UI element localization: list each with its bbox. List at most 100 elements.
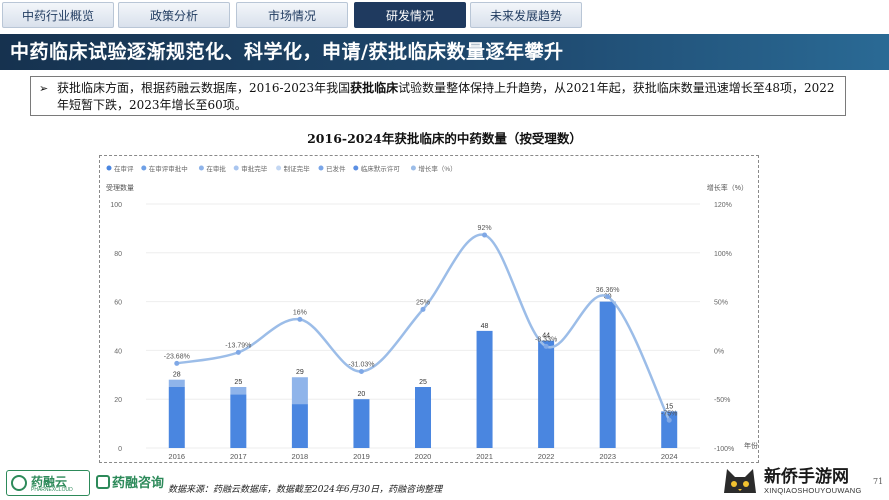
y-tick-label: 80 xyxy=(114,251,122,258)
y-tick-label: 100 xyxy=(110,202,122,209)
chart-svg: 在审评 在审评审批中 在审批 审批完毕 制证完毕 已发件 临床默示许可 增长率（%）受理数量增… xyxy=(106,164,758,461)
growth-point xyxy=(297,316,303,322)
legend-marker xyxy=(198,165,204,171)
pharnexcloud-logo: 药融云 PHARNEXCLOUD xyxy=(6,470,90,496)
growth-line xyxy=(176,233,671,421)
y-tick-label: 60 xyxy=(114,300,122,307)
bar-value-label: 28 xyxy=(173,372,181,379)
bar-segment xyxy=(661,411,678,448)
note-text-after: 试验数量整体保持上升趋势，从2021年起，获批临床数量迅速增长至48项，2022… xyxy=(57,81,835,112)
logo-circle-icon xyxy=(11,475,27,491)
summary-note: ➢ 获批临床方面，根据药融云数据库，2016-2023年我国获批临床试验数量整体… xyxy=(30,76,846,116)
tab-market-situation[interactable]: 市场情况 xyxy=(236,2,348,28)
legend-label: 在审评审批中 xyxy=(149,164,188,173)
page-title-bar: 中药临床试验逐渐规范化、科学化，申请/获批临床数量逐年攀升 xyxy=(0,34,889,70)
x-tick-label: 2021 xyxy=(476,452,493,461)
x-tick-label: 2019 xyxy=(353,452,370,461)
page-title: 中药临床试验逐渐规范化、科学化，申请/获批临床数量逐年攀升 xyxy=(10,41,564,63)
tab-future-trends[interactable]: 未来发展趋势 xyxy=(470,2,582,28)
y2-tick-label: 50% xyxy=(714,300,728,307)
note-text-before: 获批临床方面，根据药融云数据库，2016-2023年我国 xyxy=(57,81,351,95)
bar-segment xyxy=(538,340,555,448)
legend-label: 制证完毕 xyxy=(284,164,311,173)
logo-square-icon xyxy=(96,475,110,489)
site-badge: 新侨手游网 XINQIAOSHOUYOUWANG xyxy=(714,461,884,499)
legend-label: 在审评 xyxy=(114,164,134,173)
cat-face-icon xyxy=(724,469,756,493)
legend-label: 审批完毕 xyxy=(241,164,268,173)
growth-label: -13.79% xyxy=(225,342,251,349)
x-tick-label: 2022 xyxy=(538,452,555,461)
badge-name: 新侨手游网 xyxy=(764,467,849,487)
chart-container: 在审评 在审评审批中 在审批 审批完毕 制证完毕 已发件 临床默示许可 增长率（%） 受理数量增… xyxy=(99,155,759,463)
growth-label: -31.03% xyxy=(348,362,374,369)
bar-segment xyxy=(168,387,185,448)
bar-value-label: 25 xyxy=(234,379,242,386)
bar-value-label: 48 xyxy=(481,323,489,330)
growth-point xyxy=(235,349,241,355)
legend-marker xyxy=(276,165,282,171)
bar-segment xyxy=(168,379,185,387)
tab-rd-situation[interactable]: 研发情况 xyxy=(354,2,466,28)
growth-label: 92% xyxy=(478,225,492,232)
legend-label: 临床默示许可 xyxy=(361,164,401,173)
data-source: 数据来源：药融云数据库，数据截至2024年6月30日，药融咨询整理 xyxy=(168,485,443,495)
y-tick-label: 0 xyxy=(118,446,122,453)
bar-segment xyxy=(415,387,431,448)
tab-industry-overview[interactable]: 中药行业概览 xyxy=(2,2,114,28)
section-tabs: 中药行业概览 政策分析 市场情况 研发情况 未来发展趋势 xyxy=(0,0,889,30)
badge-url: XINQIAOSHOUYOUWANG xyxy=(764,486,862,495)
legend-marker xyxy=(410,165,416,171)
growth-label: 36.36% xyxy=(596,287,620,294)
bar-segment xyxy=(230,387,247,395)
growth-point xyxy=(482,232,488,238)
growth-point xyxy=(666,417,672,423)
tab-policy-analysis[interactable]: 政策分析 xyxy=(118,2,230,28)
growth-label: -8.33% xyxy=(535,336,557,343)
page-number: 71 xyxy=(873,477,884,486)
logo1-name: 药融云 xyxy=(31,475,68,489)
y2-tick-label: -100% xyxy=(714,446,734,453)
y2-axis-title: 增长率（%） xyxy=(707,183,748,192)
growth-label: 25% xyxy=(416,299,430,306)
bar-segment xyxy=(291,404,308,448)
x-tick-label: 2020 xyxy=(415,452,432,461)
y2-tick-label: -50% xyxy=(714,397,730,404)
legend-marker xyxy=(106,165,112,171)
legend-marker xyxy=(353,165,359,171)
logo2-name: 药融咨询 xyxy=(112,476,165,491)
y2-tick-label: 0% xyxy=(714,348,724,355)
x-axis-title: 年份 xyxy=(744,441,758,450)
bar-value-label: 29 xyxy=(296,369,304,376)
bar-value-label: 44 xyxy=(542,333,550,340)
bar-segment xyxy=(291,377,308,405)
growth-label: 16% xyxy=(293,309,307,316)
y-tick-label: 20 xyxy=(114,397,122,404)
bar-segment xyxy=(230,394,247,448)
bar-segment xyxy=(599,301,616,448)
growth-point xyxy=(420,306,426,312)
legend-label: 增长率（%） xyxy=(418,164,456,173)
growth-point xyxy=(543,343,549,349)
legend-marker xyxy=(318,165,324,171)
legend-marker xyxy=(141,165,147,171)
note-text-bold: 获批临床 xyxy=(350,81,399,95)
y-tick-label: 40 xyxy=(114,348,122,355)
bar-segment xyxy=(476,330,493,448)
y-axis-title: 受理数量 xyxy=(106,183,134,192)
bar-value-label: 20 xyxy=(358,391,366,398)
y2-tick-label: 100% xyxy=(714,251,732,258)
x-tick-label: 2018 xyxy=(292,452,309,461)
legend-label: 已发件 xyxy=(326,164,346,173)
legend-marker xyxy=(233,165,239,171)
y2-tick-label: 120% xyxy=(714,202,732,209)
bar-value-label: 25 xyxy=(419,379,427,386)
growth-label: -23.68% xyxy=(164,353,190,360)
growth-point xyxy=(358,369,364,375)
chart-title: 2016-2024年获批临床的中药数量（按受理数） xyxy=(307,131,582,146)
x-tick-label: 2024 xyxy=(661,452,678,461)
logo1-sub: PHARNEXCLOUD xyxy=(31,487,73,493)
growth-label: -75% xyxy=(661,410,677,417)
x-tick-label: 2017 xyxy=(230,452,247,461)
bar-value-label: 15 xyxy=(665,403,673,410)
